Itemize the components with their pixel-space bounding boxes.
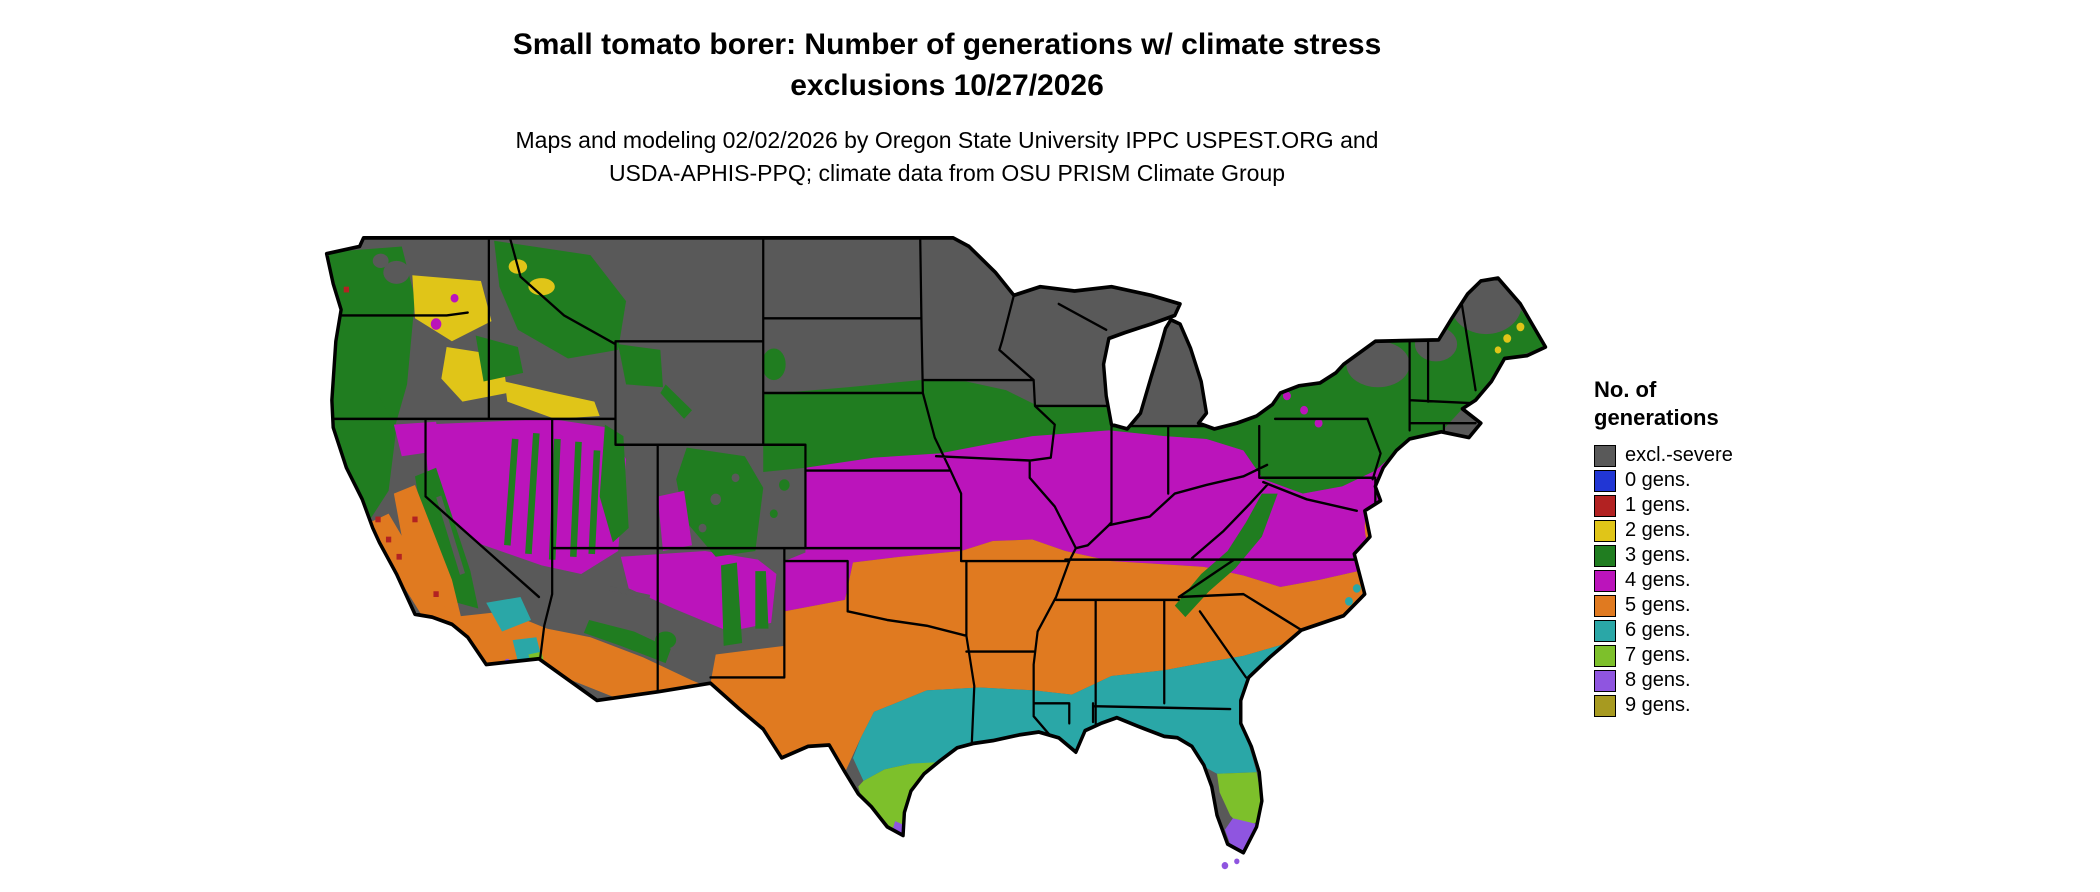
legend-row: 0 gens. (1594, 468, 1824, 493)
us-generations-map (320, 212, 1560, 880)
legend-label: 8 gens. (1625, 669, 1691, 691)
map-band-4gens (784, 430, 1410, 612)
legend-row: 4 gens. (1594, 568, 1824, 593)
legend-label: 3 gens. (1625, 544, 1691, 566)
legend-label: 2 gens. (1625, 519, 1691, 541)
legend-label: 9 gens. (1625, 694, 1691, 716)
map-band-8gens (889, 818, 1257, 853)
legend-swatch-g4 (1594, 569, 1616, 592)
legend-swatch-excl (1594, 444, 1616, 467)
legend: No. of generations excl.-severe 0 gens. 1 … (1594, 376, 1824, 718)
legend-items: excl.-severe 0 gens. 1 gens. 2 gens. 3 gens.… (1594, 443, 1824, 718)
legend-row: 6 gens. (1594, 618, 1824, 643)
florida-keys-specks (1221, 858, 1240, 870)
legend-row: 1 gens. (1594, 493, 1824, 518)
legend-title: No. of generations (1594, 377, 1719, 430)
header: Small tomato borer: Number of generation… (447, 24, 1447, 190)
legend-swatch-g5 (1594, 594, 1616, 617)
page-subtitle: Maps and modeling 02/02/2026 by Oregon S… (515, 126, 1379, 187)
map-west-mosaic (326, 240, 790, 710)
legend-swatch-g0 (1594, 469, 1616, 492)
legend-label: 1 gens. (1625, 494, 1691, 516)
legend-swatch-g9 (1594, 694, 1616, 717)
legend-swatch-g6 (1594, 619, 1616, 642)
legend-label: 5 gens. (1625, 594, 1691, 616)
legend-label: 7 gens. (1625, 644, 1691, 666)
legend-row: excl.-severe (1594, 443, 1824, 468)
page-title: Small tomato borer: Number of generation… (512, 28, 1382, 103)
legend-swatch-g3 (1594, 544, 1616, 567)
legend-row: 5 gens. (1594, 593, 1824, 618)
legend-row: 2 gens. (1594, 518, 1824, 543)
legend-swatch-g2 (1594, 519, 1616, 542)
state-boundaries (329, 237, 1477, 748)
legend-swatch-g7 (1594, 644, 1616, 667)
legend-label: 0 gens. (1625, 469, 1691, 491)
legend-row: 7 gens. (1594, 643, 1824, 668)
legend-label: excl.-severe (1625, 444, 1733, 466)
legend-row: 9 gens. (1594, 693, 1824, 718)
map-band-3gens (763, 276, 1546, 494)
legend-swatch-g8 (1594, 669, 1616, 692)
legend-row: 8 gens. (1594, 668, 1824, 693)
legend-row: 3 gens. (1594, 543, 1824, 568)
us-outline (324, 235, 1548, 855)
legend-swatch-g1 (1594, 494, 1616, 517)
us-map-svg (324, 235, 1548, 870)
map-band-5gens (710, 539, 1369, 773)
legend-label: 6 gens. (1625, 619, 1691, 641)
legend-label: 4 gens. (1625, 569, 1691, 591)
